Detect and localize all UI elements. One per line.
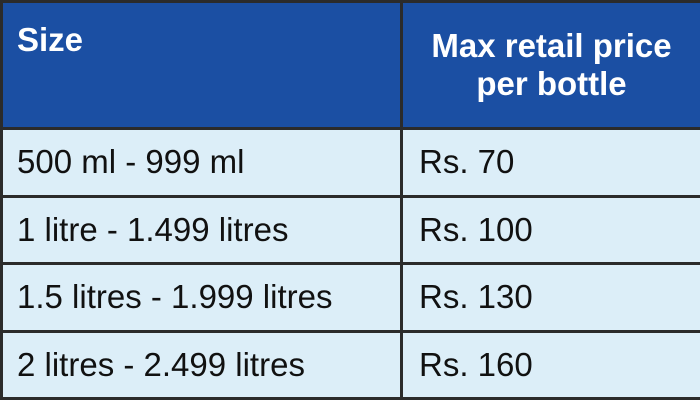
cell-size: 2 litres - 2.499 litres (0, 329, 403, 400)
cell-size: 1 litre - 1.499 litres (0, 194, 403, 265)
cell-price: Rs. 160 (400, 329, 700, 400)
header-row: Size Max retail price per bottle (0, 0, 700, 130)
cell-price: Rs. 70 (400, 127, 700, 198)
cell-price: Rs. 100 (400, 194, 700, 265)
header-price-line2: per bottle (476, 65, 627, 102)
table-row: 500 ml - 999 ml Rs. 70 (0, 127, 700, 198)
cell-size: 500 ml - 999 ml (0, 127, 403, 198)
table-header: Size Max retail price per bottle (0, 0, 700, 130)
table-row: 2 litres - 2.499 litres Rs. 160 (0, 329, 700, 400)
cell-size: 1.5 litres - 1.999 litres (0, 262, 403, 333)
cell-price: Rs. 130 (400, 262, 700, 333)
header-price-line1: Max retail price (431, 27, 672, 64)
table-row: 1.5 litres - 1.999 litres Rs. 130 (0, 262, 700, 333)
table-row: 1 litre - 1.499 litres Rs. 100 (0, 194, 700, 265)
header-price: Max retail price per bottle (400, 0, 700, 130)
header-size: Size (0, 0, 403, 130)
table-body: 500 ml - 999 ml Rs. 70 1 litre - 1.499 l… (0, 127, 700, 400)
